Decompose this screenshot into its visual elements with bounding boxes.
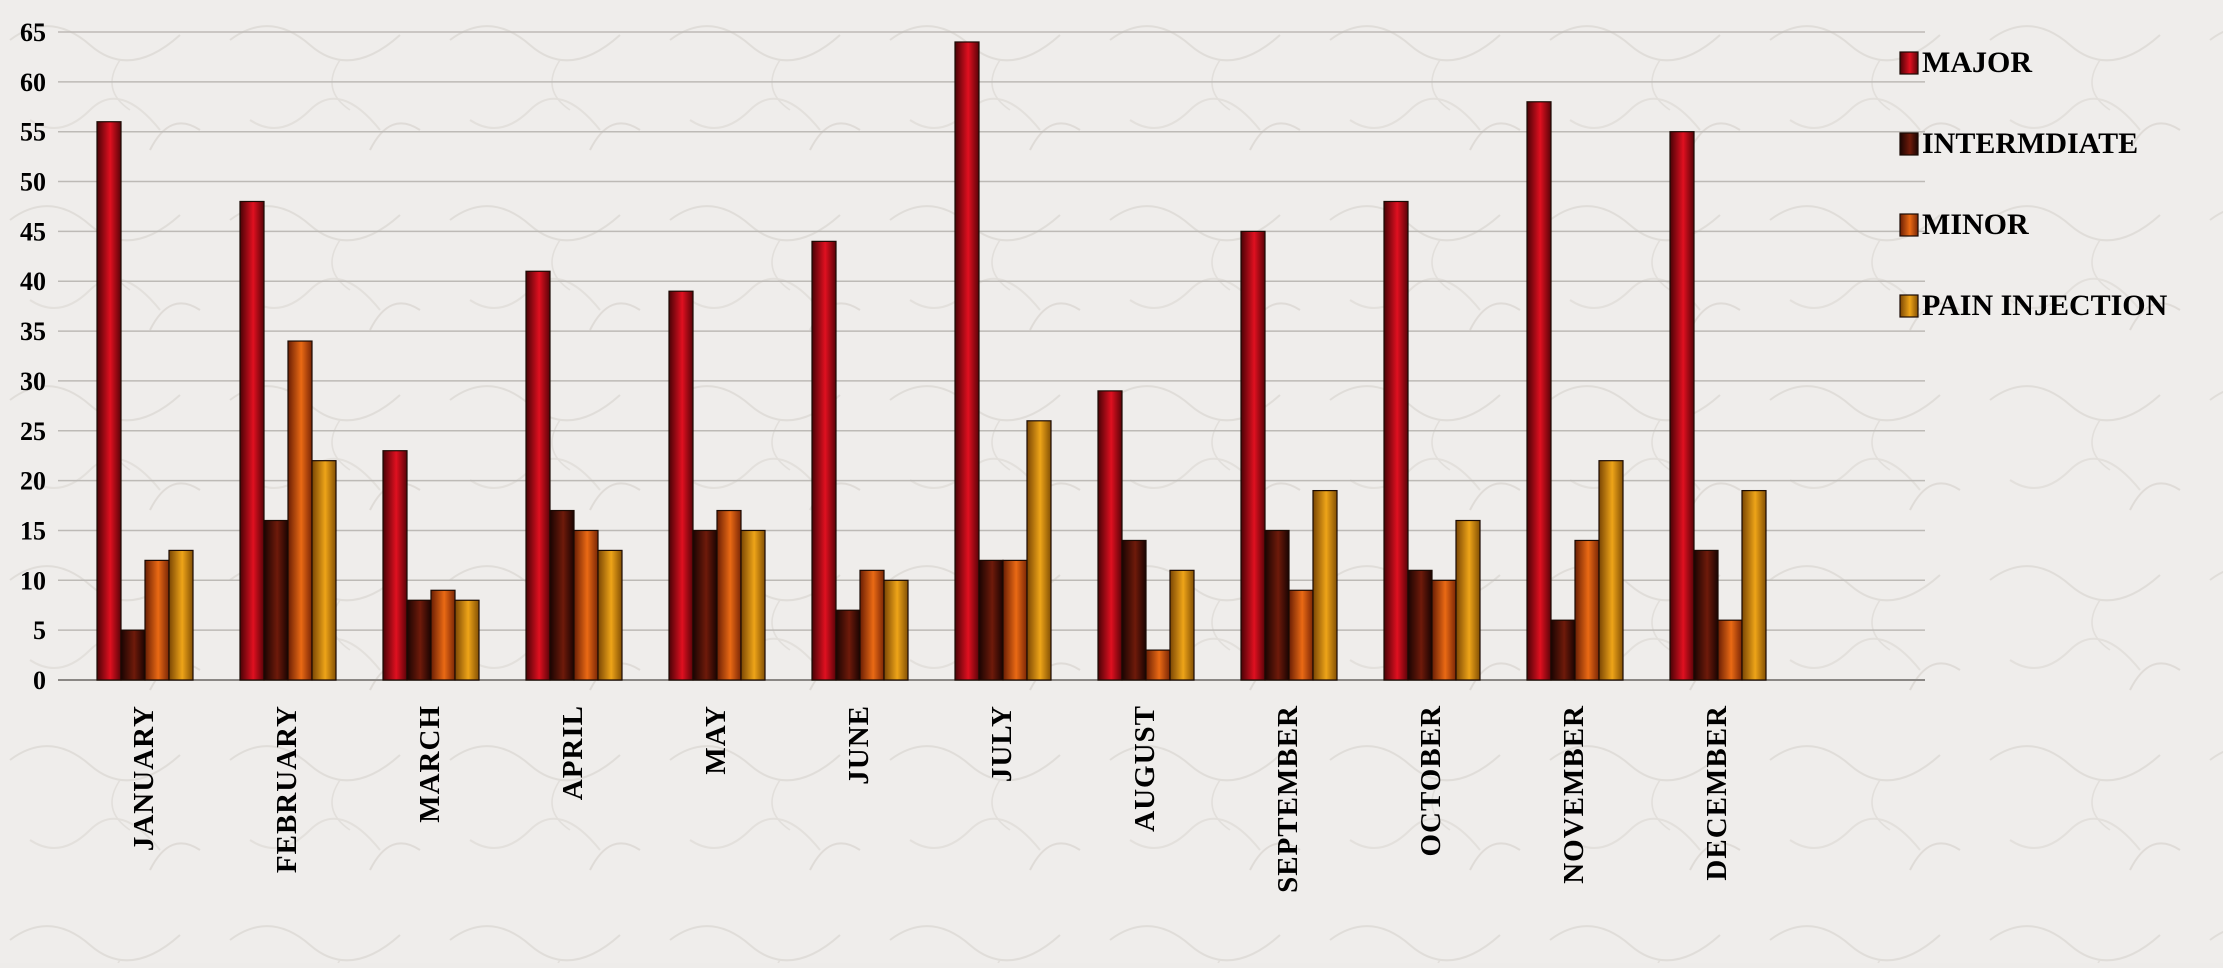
x-tick-label: OCTOBER — [1415, 705, 1447, 857]
bar-pain-injection-april — [597, 549, 623, 681]
bar-intermdiate-october — [1407, 569, 1433, 681]
x-tick-label: MAY — [700, 705, 732, 775]
x-tick-label: AUGUST — [1129, 705, 1161, 832]
bar-minor-august — [1145, 649, 1171, 681]
y-tick-label: 0 — [33, 666, 46, 695]
bar-intermdiate-february — [263, 519, 289, 681]
y-tick-label: 15 — [20, 516, 46, 545]
bar-pain-injection-august — [1169, 569, 1195, 681]
bar-minor-july — [1002, 559, 1028, 681]
bar-major-june — [811, 240, 837, 681]
bar-pain-injection-january — [168, 549, 194, 681]
bar-major-july — [954, 41, 980, 681]
bar-major-december — [1669, 131, 1695, 681]
bar-pain-injection-november — [1598, 460, 1624, 681]
bar-intermdiate-june — [835, 609, 861, 681]
bar-intermdiate-november — [1550, 619, 1576, 681]
y-tick-label: 5 — [33, 616, 46, 645]
bar-intermdiate-september — [1264, 529, 1290, 681]
bar-minor-june — [859, 569, 885, 681]
bar-minor-may — [716, 509, 742, 681]
y-tick-label: 45 — [20, 217, 46, 246]
bar-intermdiate-april — [549, 509, 575, 681]
y-tick-label: 35 — [20, 317, 46, 346]
bar-intermdiate-july — [978, 559, 1004, 681]
bar-minor-february — [287, 340, 313, 681]
bar-minor-march — [430, 589, 456, 681]
x-tick-label: JUNE — [843, 705, 875, 785]
x-tick-label: FEBRUARY — [271, 705, 303, 873]
bar-pain-injection-june — [883, 579, 909, 681]
legend-item: MINOR — [1899, 208, 2029, 241]
y-tick-label: 20 — [20, 467, 46, 496]
bar-major-november — [1526, 101, 1552, 681]
bar-pain-injection-july — [1026, 420, 1052, 681]
bar-major-august — [1097, 390, 1123, 681]
legend-label: INTERMDIATE — [1922, 127, 2138, 160]
x-tick-label: SEPTEMBER — [1272, 705, 1304, 893]
bar-major-september — [1240, 230, 1266, 681]
legend-item: PAIN INJECTION — [1899, 289, 2168, 322]
y-tick-label: 50 — [20, 168, 46, 197]
bar-pain-injection-may — [740, 529, 766, 681]
y-tick-label: 30 — [20, 367, 46, 396]
legend-swatch — [1899, 132, 1919, 156]
bars — [96, 41, 1767, 681]
x-tick-label: MARCH — [414, 705, 446, 823]
bar-major-october — [1383, 200, 1409, 681]
x-axis-labels: JANUARY FEBRUARY MARCH APRIL MAY JUNE JULY AUGU… — [128, 705, 1733, 893]
legend-label: MINOR — [1922, 208, 2029, 241]
legend-item: MAJOR — [1899, 46, 2032, 79]
y-tick-label: 60 — [20, 68, 46, 97]
bar-minor-january — [144, 559, 170, 681]
bar-minor-november — [1574, 539, 1600, 681]
x-tick-label: DECEMBER — [1701, 705, 1733, 881]
x-tick-label: APRIL — [557, 705, 589, 800]
bar-intermdiate-december — [1693, 549, 1719, 681]
bar-intermdiate-january — [120, 629, 146, 681]
bar-intermdiate-august — [1121, 539, 1147, 681]
y-tick-label: 25 — [20, 417, 46, 446]
bar-major-may — [668, 290, 694, 681]
x-tick-label: JANUARY — [128, 705, 160, 851]
y-tick-label: 55 — [20, 118, 46, 147]
legend-swatch — [1899, 213, 1919, 237]
x-tick-label: JULY — [986, 705, 1018, 782]
bar-pain-injection-march — [454, 599, 480, 681]
bar-minor-october — [1431, 579, 1457, 681]
legend-label: MAJOR — [1922, 46, 2032, 79]
x-tick-label: NOVEMBER — [1558, 705, 1590, 884]
y-tick-label: 40 — [20, 267, 46, 296]
legend-item: INTERMDIATE — [1899, 127, 2138, 160]
bar-intermdiate-march — [406, 599, 432, 681]
legend-swatch — [1899, 294, 1919, 318]
legend-swatch — [1899, 51, 1919, 75]
bar-minor-december — [1717, 619, 1743, 681]
legend: MAJOR INTERMDIATE MINOR PAIN INJECTION — [1899, 46, 2168, 322]
bar-major-january — [96, 121, 122, 681]
bar-pain-injection-december — [1741, 489, 1767, 681]
y-tick-label: 10 — [20, 566, 46, 595]
bar-intermdiate-may — [692, 529, 718, 681]
bar-pain-injection-october — [1455, 519, 1481, 681]
bar-pain-injection-february — [311, 460, 337, 681]
bar-major-february — [239, 200, 265, 681]
bar-major-april — [525, 270, 551, 681]
bar-pain-injection-september — [1312, 489, 1338, 681]
bar-major-march — [382, 450, 408, 681]
legend-label: PAIN INJECTION — [1922, 289, 2168, 322]
bar-minor-april — [573, 529, 599, 681]
bar-minor-september — [1288, 589, 1314, 681]
y-tick-label: 65 — [20, 18, 46, 47]
